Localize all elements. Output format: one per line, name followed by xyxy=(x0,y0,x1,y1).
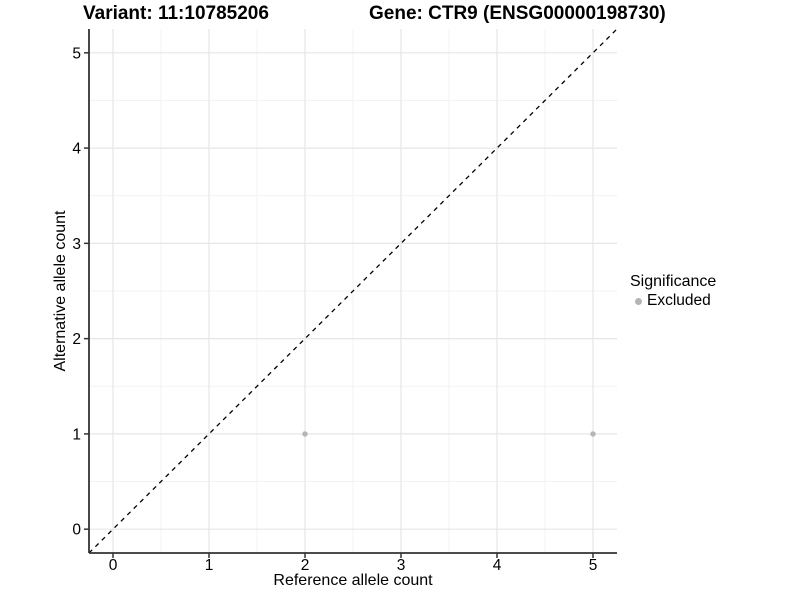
grid-minor xyxy=(89,29,617,553)
y-tick-label: 0 xyxy=(72,522,81,539)
legend-key-dot xyxy=(635,297,642,305)
x-tick-label: 0 xyxy=(109,557,118,574)
identity-line xyxy=(88,28,618,554)
tick-labels: 0 1 2 3 4 5 0 1 2 3 4 5 xyxy=(72,45,597,574)
plot-title-variant: Variant: 11:10785206 xyxy=(83,3,269,24)
series-excluded xyxy=(302,431,596,437)
x-axis-title: Reference allele count xyxy=(273,572,433,589)
x-tick-label: 2 xyxy=(301,557,310,574)
y-tick-label: 2 xyxy=(72,331,81,348)
legend-title: Significance xyxy=(630,273,717,290)
plot-title-gene: Gene: CTR9 (ENSG00000198730) xyxy=(369,3,666,24)
y-tick-label: 4 xyxy=(72,141,81,158)
y-tick-label: 3 xyxy=(72,236,81,253)
y-axis-title: Alternative allele count xyxy=(52,210,69,372)
grid-major xyxy=(89,29,617,553)
tick-marks xyxy=(84,52,594,558)
data-point xyxy=(590,431,596,437)
data-point xyxy=(302,431,308,437)
axes xyxy=(88,29,617,554)
x-tick-label: 5 xyxy=(589,557,598,574)
x-tick-label: 3 xyxy=(397,557,406,574)
x-tick-label: 1 xyxy=(205,557,214,574)
legend: Significance Excluded xyxy=(630,272,716,310)
legend-item-label: Excluded xyxy=(647,292,711,309)
y-tick-label: 5 xyxy=(72,45,81,62)
legend-item-excluded: Excluded xyxy=(630,292,716,310)
y-tick-label: 1 xyxy=(72,426,81,443)
x-tick-label: 4 xyxy=(493,557,502,574)
